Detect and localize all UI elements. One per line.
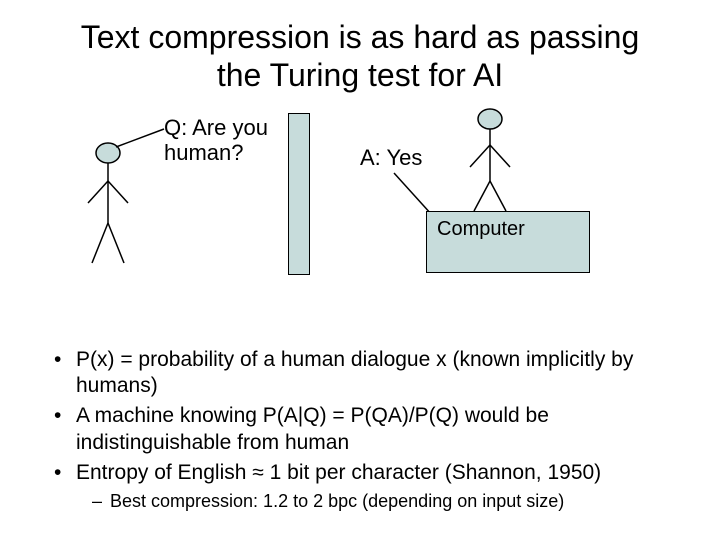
turing-diagram: Q: Are you human? A: Yes Computer: [0, 103, 720, 323]
stick-figure-right: [470, 109, 510, 211]
a-pointer-line: [394, 173, 432, 215]
list-item: Entropy of English ≈ 1 bit per character…: [54, 460, 680, 486]
q-pointer-line: [116, 129, 164, 147]
question-label: Q: Are you human?: [164, 115, 274, 166]
bullet-list: P(x) = probability of a human dialogue x…: [0, 323, 720, 513]
diagram-svg: [0, 103, 720, 323]
list-item: P(x) = probability of a human dialogue x…: [54, 347, 680, 400]
list-subitem: Best compression: 1.2 to 2 bpc (dependin…: [92, 490, 680, 513]
wall: [288, 113, 310, 275]
computer-box: Computer: [426, 211, 590, 273]
list-item: A machine knowing P(A|Q) = P(QA)/P(Q) wo…: [54, 403, 680, 456]
stick-figure-left: [88, 143, 128, 263]
slide-title: Text compression is as hard as passing t…: [0, 0, 720, 103]
answer-label: A: Yes: [360, 145, 422, 171]
